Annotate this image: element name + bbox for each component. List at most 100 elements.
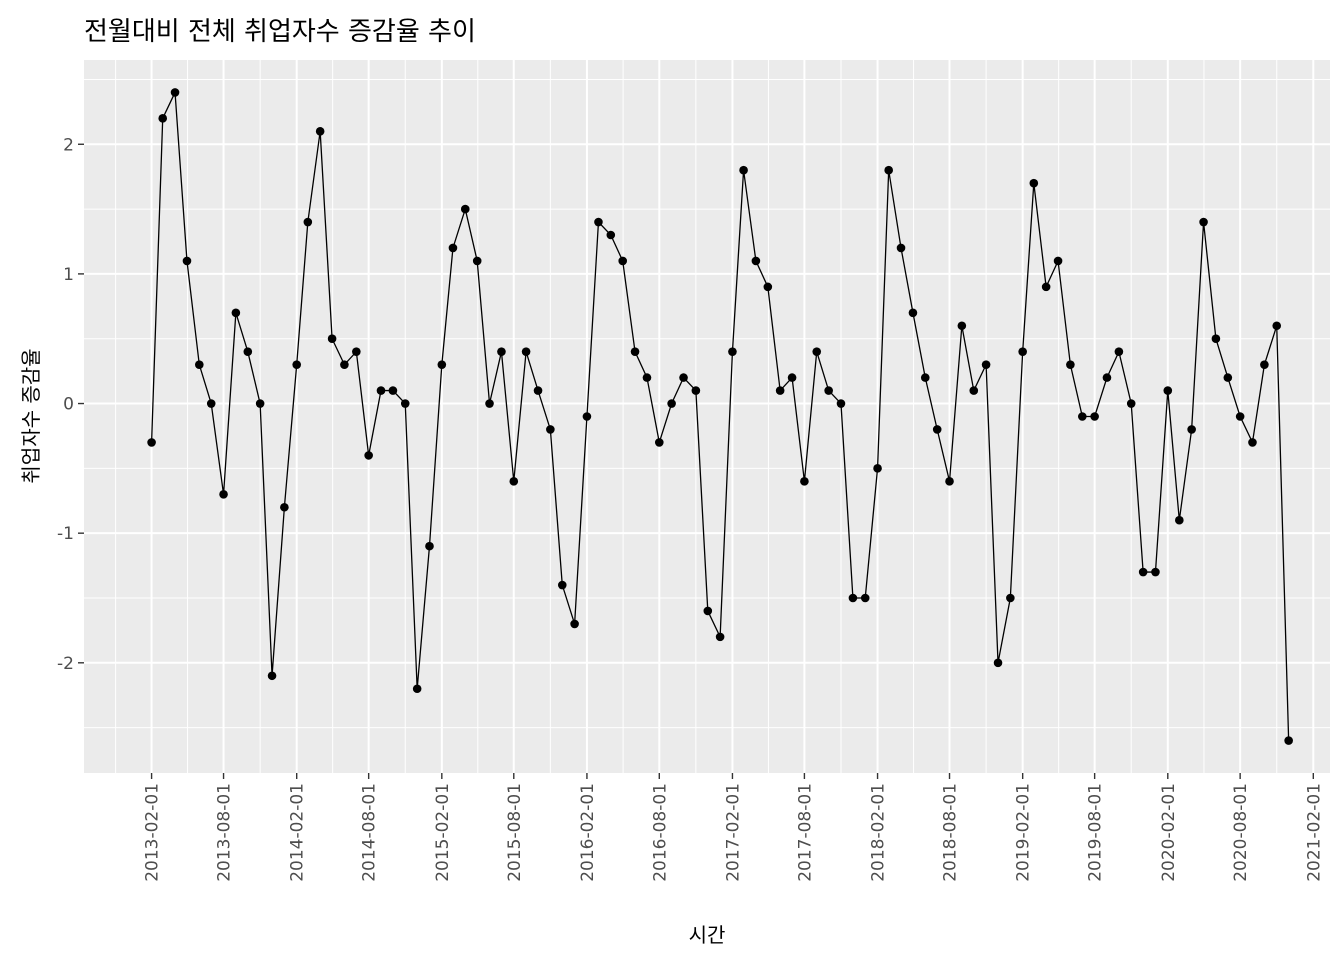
data-point	[219, 489, 228, 499]
data-point	[1041, 282, 1051, 292]
data-point	[1175, 515, 1184, 525]
x-tick-label: 2018-08-01	[941, 783, 961, 882]
data-point	[485, 399, 494, 408]
data-point	[884, 165, 893, 175]
data-point	[376, 386, 386, 395]
data-point	[388, 386, 398, 395]
data-point	[618, 256, 628, 266]
data-point	[182, 256, 192, 266]
data-point	[836, 399, 846, 408]
data-point	[1102, 373, 1112, 382]
data-point	[1029, 178, 1039, 188]
data-point	[292, 360, 302, 369]
data-point	[1248, 438, 1257, 447]
data-point	[1006, 593, 1015, 603]
y-tick-label: -1	[57, 524, 74, 544]
y-axis-title: 취업자수 증감율	[19, 348, 43, 483]
data-point	[1078, 412, 1087, 421]
data-point	[993, 658, 1003, 668]
data-point	[824, 386, 833, 395]
data-point	[920, 373, 930, 382]
plot-panel	[84, 60, 1330, 773]
data-point	[787, 373, 797, 382]
data-point	[1151, 567, 1160, 577]
data-point	[1066, 360, 1075, 369]
data-point	[1018, 347, 1027, 356]
data-point	[1053, 256, 1063, 266]
data-point	[751, 256, 761, 266]
data-point	[1284, 736, 1293, 745]
data-point	[412, 684, 422, 694]
data-point	[945, 477, 954, 486]
data-point	[812, 347, 822, 356]
data-point	[630, 347, 640, 356]
x-tick-label: 2015-02-01	[433, 783, 453, 882]
data-point	[896, 243, 906, 253]
data-point	[1163, 386, 1173, 395]
data-point	[460, 204, 470, 214]
data-point	[533, 386, 543, 395]
data-point	[932, 425, 942, 434]
x-tick-label: 2016-02-01	[578, 783, 598, 882]
x-tick-label: 2017-02-01	[723, 783, 743, 882]
x-tick-label: 2020-08-01	[1231, 783, 1251, 882]
data-point	[147, 438, 156, 447]
data-point	[315, 127, 325, 136]
x-tick-label: 2015-08-01	[505, 783, 525, 882]
data-point	[303, 217, 313, 227]
data-point	[1272, 321, 1282, 331]
data-point	[728, 347, 737, 356]
data-point	[546, 425, 555, 434]
data-point	[594, 217, 603, 227]
x-tick-label: 2017-08-01	[795, 783, 815, 882]
data-point	[1211, 334, 1221, 344]
y-tick-label: -2	[57, 654, 74, 674]
data-point	[557, 580, 567, 590]
data-point	[570, 619, 579, 629]
y-tick-label: 0	[63, 395, 74, 415]
major-gridlines	[84, 60, 1330, 773]
data-point	[800, 477, 809, 486]
data-point	[1260, 360, 1269, 369]
data-point	[255, 399, 265, 408]
data-point	[231, 308, 241, 318]
data-point	[437, 360, 447, 369]
data-point	[957, 321, 967, 331]
data-point	[642, 373, 652, 382]
data-point	[243, 347, 253, 356]
data-point	[582, 412, 592, 421]
x-tick-label: 2014-02-01	[288, 783, 308, 882]
data-point	[873, 464, 882, 473]
minor-gridlines	[84, 60, 1330, 773]
data-point	[860, 593, 870, 603]
data-point	[1235, 412, 1245, 421]
y-axis: -2 -1 0 1 2	[57, 135, 84, 674]
data-point	[848, 593, 858, 603]
x-tick-label: 2019-02-01	[1014, 783, 1034, 882]
data-point	[170, 88, 180, 97]
data-point	[606, 230, 616, 240]
data-point	[1126, 399, 1136, 408]
data-point	[715, 632, 725, 642]
data-point	[1223, 373, 1233, 382]
x-tick-label: 2016-08-01	[650, 783, 670, 882]
data-point	[195, 360, 204, 369]
x-axis: 2013-02-01 2013-08-01 2014-02-01 2014-08-01…	[143, 773, 1324, 882]
data-point	[521, 347, 531, 356]
data-point	[267, 671, 277, 681]
data-point	[667, 399, 676, 408]
data-point	[1090, 412, 1099, 421]
data-point	[158, 114, 168, 123]
data-point	[364, 451, 373, 460]
data-point	[340, 360, 349, 369]
data-point	[775, 386, 785, 395]
data-point	[691, 386, 701, 395]
x-tick-label: 2013-02-01	[143, 783, 163, 882]
data-point	[472, 256, 482, 266]
data-point	[1114, 347, 1124, 356]
x-tick-label: 2019-08-01	[1086, 783, 1106, 882]
y-tick-label: 2	[63, 135, 74, 155]
data-point	[969, 386, 979, 395]
data-point	[679, 373, 688, 382]
data-point	[981, 360, 991, 369]
